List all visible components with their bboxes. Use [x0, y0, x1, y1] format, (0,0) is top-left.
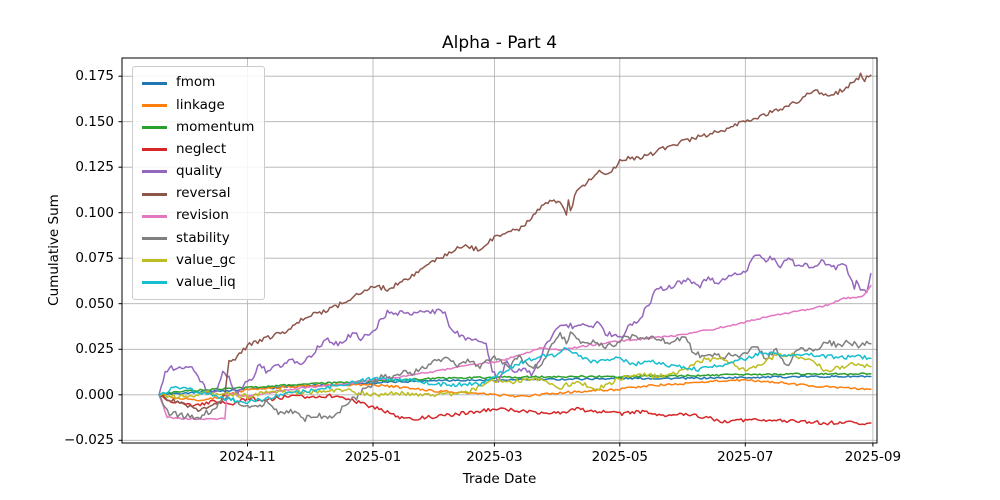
- y-tick-label: 0.150: [75, 113, 114, 130]
- legend-label: neglect: [176, 140, 227, 157]
- legend-label: stability: [176, 229, 230, 246]
- legend-swatch-fmom: [142, 81, 167, 85]
- series-line-linkage: [158, 378, 872, 402]
- legend-label: linkage: [176, 96, 225, 113]
- legend-item-fmom[interactable]: fmom: [142, 72, 254, 94]
- series-line-quality: [158, 254, 872, 397]
- y-tick-label: 0.025: [75, 341, 114, 358]
- legend-item-reversal[interactable]: reversal: [142, 183, 254, 205]
- legend-label: reversal: [176, 185, 231, 202]
- x-axis-label: Trade Date: [462, 471, 537, 487]
- legend-swatch-value_liq: [142, 281, 167, 285]
- x-tick-label: 2025-03: [466, 449, 523, 465]
- x-tick-label: 2024-11: [219, 449, 276, 465]
- x-tick-label: 2025-09: [844, 449, 902, 465]
- y-tick-label: 0.175: [75, 68, 114, 85]
- legend-item-quality[interactable]: quality: [142, 161, 254, 183]
- x-tick-label: 2025-07: [717, 449, 774, 465]
- legend-label: fmom: [176, 74, 216, 91]
- y-tick-label: 0.000: [75, 386, 114, 403]
- legend-swatch-reversal: [142, 192, 167, 196]
- series-line-stability: [158, 331, 872, 423]
- series-line-value_liq: [158, 346, 872, 404]
- legend-label: value_gc: [176, 251, 236, 268]
- legend-swatch-stability: [142, 236, 167, 240]
- legend-item-value_liq[interactable]: value_liq: [142, 272, 254, 294]
- legend: fmom linkage momentum neglect quality reversa…: [132, 66, 266, 300]
- legend-swatch-linkage: [142, 103, 167, 107]
- legend-label: revision: [176, 207, 229, 224]
- legend-swatch-revision: [142, 214, 167, 218]
- legend-item-value_gc[interactable]: value_gc: [142, 250, 254, 272]
- y-tick-label: 0.050: [75, 295, 114, 312]
- legend-label: quality: [176, 163, 223, 180]
- legend-item-neglect[interactable]: neglect: [142, 139, 254, 161]
- y-axis-label: Cumulative Sum: [46, 194, 62, 306]
- legend-item-momentum[interactable]: momentum: [142, 116, 254, 138]
- legend-label: value_liq: [176, 274, 236, 291]
- y-tick-label: 0.100: [75, 204, 114, 221]
- chart-title: Alpha - Part 4: [441, 33, 558, 53]
- series-line-neglect: [158, 393, 872, 426]
- legend-swatch-momentum: [142, 125, 167, 129]
- x-tick-label: 2025-01: [344, 449, 402, 465]
- y-tick-label: −0.025: [64, 432, 114, 449]
- series-line-reversal: [158, 72, 872, 413]
- series-line-momentum: [158, 372, 872, 396]
- y-tick-label: 0.125: [75, 159, 114, 176]
- legend-item-linkage[interactable]: linkage: [142, 94, 254, 116]
- tick-marks: [118, 75, 874, 447]
- x-tick-label: 2025-05: [591, 449, 648, 465]
- legend-label: momentum: [176, 118, 255, 135]
- legend-swatch-value_gc: [142, 259, 167, 263]
- y-tick-label: 0.075: [75, 250, 114, 267]
- legend-item-revision[interactable]: revision: [142, 205, 254, 227]
- legend-item-stability[interactable]: stability: [142, 227, 254, 249]
- legend-swatch-neglect: [142, 148, 167, 152]
- series-line-value_gc: [158, 352, 872, 400]
- axes-spines: [121, 57, 878, 444]
- series-line-revision: [158, 284, 872, 421]
- legend-swatch-quality: [142, 170, 167, 174]
